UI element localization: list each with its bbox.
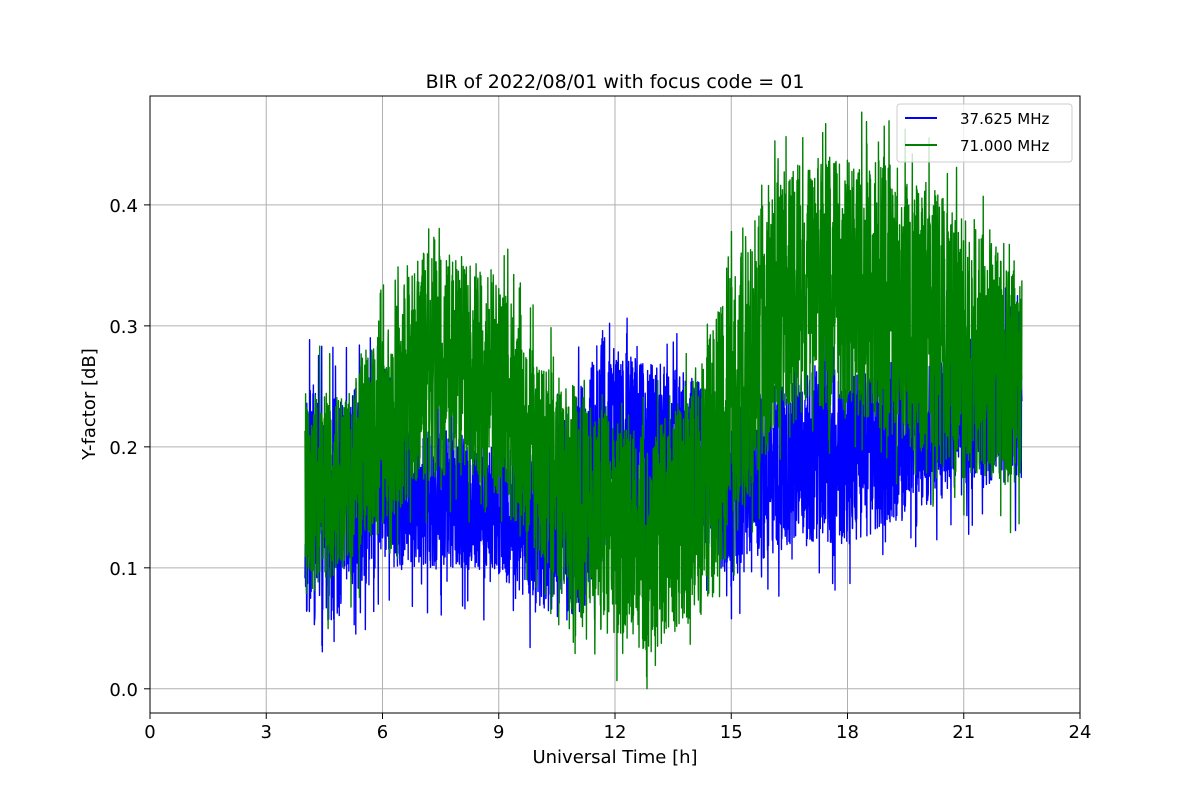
x-tick-label: 3 [261,722,272,743]
y-tick-label: 0.2 [109,438,138,459]
legend-label-71000: 71.000 MHz [960,137,1049,155]
x-tick-label: 21 [952,722,975,743]
y-tick-label: 0.4 [109,196,138,217]
x-tick-label: 18 [836,722,859,743]
x-tick-label: 15 [720,722,743,743]
legend-label-37625: 37.625 MHz [960,110,1049,128]
y-axis: 0.0 0.1 0.2 0.3 0.4 [109,196,150,701]
series-layer [304,111,1023,690]
x-tick-label: 9 [493,722,504,743]
chart-title: BIR of 2022/08/01 with focus code = 01 [426,71,805,93]
y-tick-label: 0.1 [109,559,138,580]
x-tick-label: 6 [377,722,388,743]
x-axis-label: Universal Time [h] [532,747,697,768]
y-tick-label: 0.0 [109,680,138,701]
legend-box [896,103,1073,163]
x-tick-label: 24 [1069,722,1092,743]
x-tick-label: 12 [604,722,627,743]
x-tick-label: 0 [144,722,155,743]
series-line-71000 [304,111,1023,690]
x-axis: 0 3 6 9 12 15 18 21 24 [144,713,1091,743]
legend: 37.625 MHz 71.000 MHz [896,103,1073,163]
y-tick-label: 0.3 [109,317,138,338]
y-axis-label: Y-factor [dB] [79,348,100,461]
